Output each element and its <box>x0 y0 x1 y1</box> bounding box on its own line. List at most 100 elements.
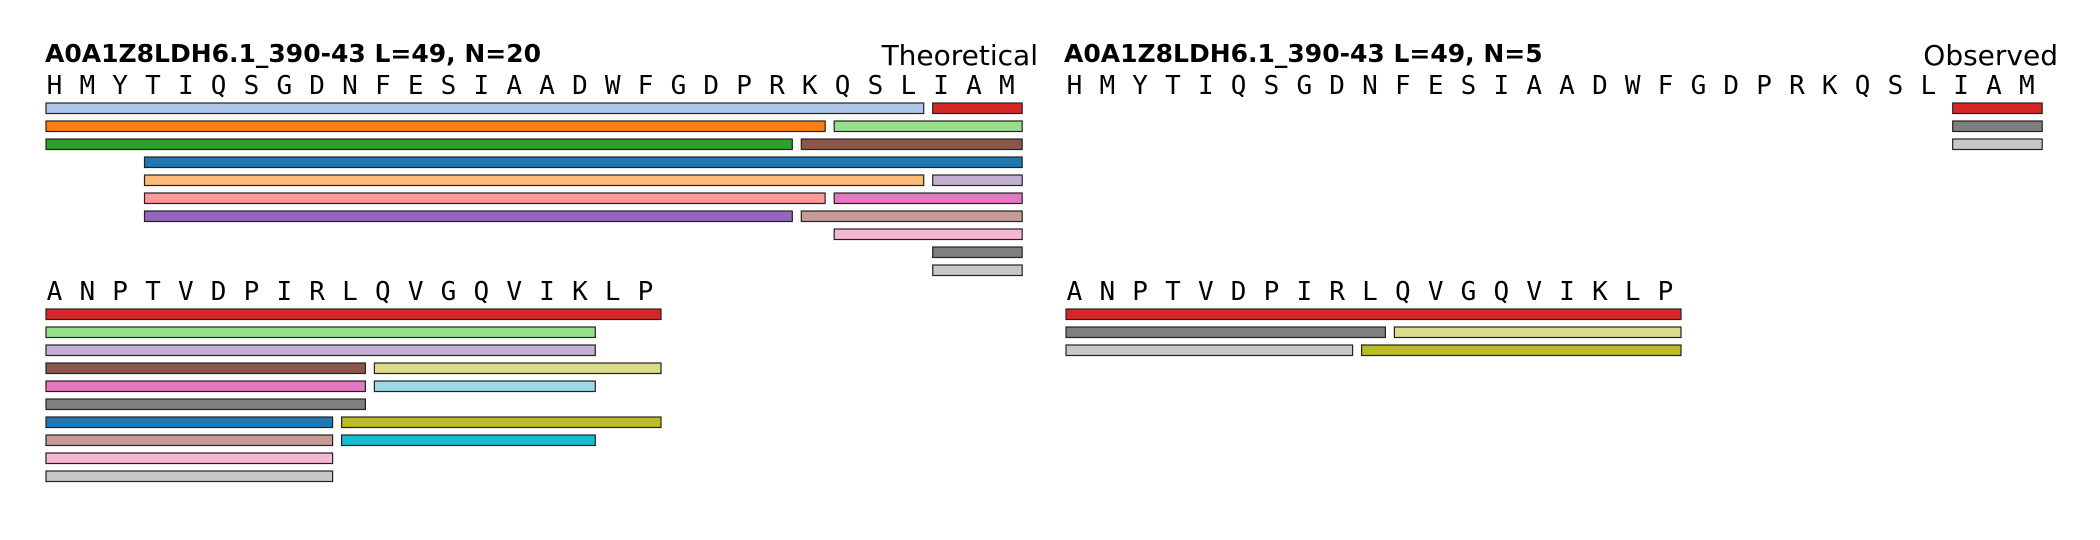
peptide-bar <box>45 102 925 115</box>
residue-letter: L <box>605 277 621 307</box>
residue-letter: Q <box>1493 277 1509 307</box>
residue-letter: V <box>1526 277 1542 307</box>
residue-letter: G <box>1461 277 1477 307</box>
residue-letter: M <box>79 71 95 101</box>
residue-letter: V <box>506 277 522 307</box>
residue-letter: G <box>1296 71 1312 101</box>
residue-letter: A <box>1526 71 1542 101</box>
residue-letter: S <box>1888 71 1904 101</box>
residue-letter: K <box>802 71 818 101</box>
residue-letter: D <box>1592 71 1608 101</box>
peptide-bar <box>932 174 1023 187</box>
residue-letter: K <box>1822 71 1838 101</box>
peptide-bar <box>373 380 596 393</box>
residue-letter: P <box>244 277 260 307</box>
peptide-bar <box>45 138 793 151</box>
residue-letter: K <box>1592 277 1608 307</box>
residue-letter: I <box>276 277 292 307</box>
residue-letter: G <box>671 71 687 101</box>
residue-letter: I <box>1493 71 1509 101</box>
residue-letter: I <box>1198 71 1214 101</box>
residue-letter: Q <box>1231 71 1247 101</box>
peptide-bar <box>932 102 1023 115</box>
residue-letter: I <box>1296 277 1312 307</box>
residue-letter: T <box>145 277 161 307</box>
peptide-bar <box>1360 344 1682 357</box>
residue-letter: F <box>638 71 654 101</box>
residue-letter: V <box>1428 277 1444 307</box>
residue-letter: L <box>1362 277 1378 307</box>
residue-letter: P <box>1658 277 1674 307</box>
residue-letter: I <box>178 71 194 101</box>
panel-label-theoretical: Theoretical <box>881 39 1038 72</box>
residue-letter: T <box>145 71 161 101</box>
residue-letter: Q <box>211 71 227 101</box>
residue-letter: R <box>769 71 785 101</box>
peptide-bar <box>143 156 1023 169</box>
residue-letter: R <box>309 277 325 307</box>
residue-letter: W <box>605 71 621 101</box>
residue-letter: I <box>933 71 949 101</box>
residue-letter: D <box>1329 71 1345 101</box>
residue-letter: Q <box>835 71 851 101</box>
residue-letter: D <box>309 71 325 101</box>
residue-letter: T <box>1165 71 1181 101</box>
residue-letter: P <box>1756 71 1772 101</box>
residue-letter: S <box>441 71 457 101</box>
peptide-bar <box>833 120 1023 133</box>
peptide-bar <box>45 326 596 339</box>
residue-letter: G <box>276 71 292 101</box>
residue-letter: I <box>539 277 555 307</box>
residue-letter: N <box>79 277 95 307</box>
residue-letter: D <box>211 277 227 307</box>
residue-letter: P <box>638 277 654 307</box>
residue-letter: Y <box>1132 71 1148 101</box>
peptide-bar <box>45 398 366 411</box>
peptide-bar <box>833 228 1023 241</box>
residue-letter: V <box>178 277 194 307</box>
peptide-bar <box>45 470 334 483</box>
residue-letter: M <box>1099 71 1115 101</box>
residue-letter: P <box>1264 277 1280 307</box>
residue-letter: R <box>1329 277 1345 307</box>
peptide-bar <box>143 192 826 205</box>
residue-letter: N <box>342 71 358 101</box>
residue-letter: L <box>1625 277 1641 307</box>
peptide-bar <box>1065 344 1354 357</box>
residue-letter: A <box>1067 277 1083 307</box>
residue-letter: F <box>1395 71 1411 101</box>
residue-letter: I <box>473 71 489 101</box>
peptide-bar <box>143 210 793 223</box>
residue-letter: T <box>1165 277 1181 307</box>
residue-letter: L <box>900 71 916 101</box>
residue-letter: R <box>1789 71 1805 101</box>
peptide-bar <box>800 138 1023 151</box>
peptide-bar <box>45 380 366 393</box>
residue-letter: F <box>1658 71 1674 101</box>
peptide-bar <box>45 452 334 465</box>
residue-letter: M <box>999 71 1015 101</box>
peptide-bar <box>1065 326 1386 339</box>
peptide-bar <box>341 416 662 429</box>
residue-letter: Q <box>375 277 391 307</box>
peptide-bar <box>1952 120 2043 133</box>
residue-letter: G <box>1691 71 1707 101</box>
peptide-bar <box>800 210 1023 223</box>
peptide-bar <box>833 192 1023 205</box>
residue-letter: K <box>572 277 588 307</box>
residue-letter: W <box>1625 71 1641 101</box>
residue-letter: Q <box>473 277 489 307</box>
residue-letter: N <box>1099 277 1115 307</box>
residue-letter: A <box>966 71 982 101</box>
residue-letter: L <box>1920 71 1936 101</box>
residue-letter: D <box>1723 71 1739 101</box>
peptide-bar <box>1952 138 2043 151</box>
residue-letter: A <box>1986 71 2002 101</box>
residue-letter: D <box>703 71 719 101</box>
residue-letter: A <box>506 71 522 101</box>
residue-letter: L <box>342 277 358 307</box>
